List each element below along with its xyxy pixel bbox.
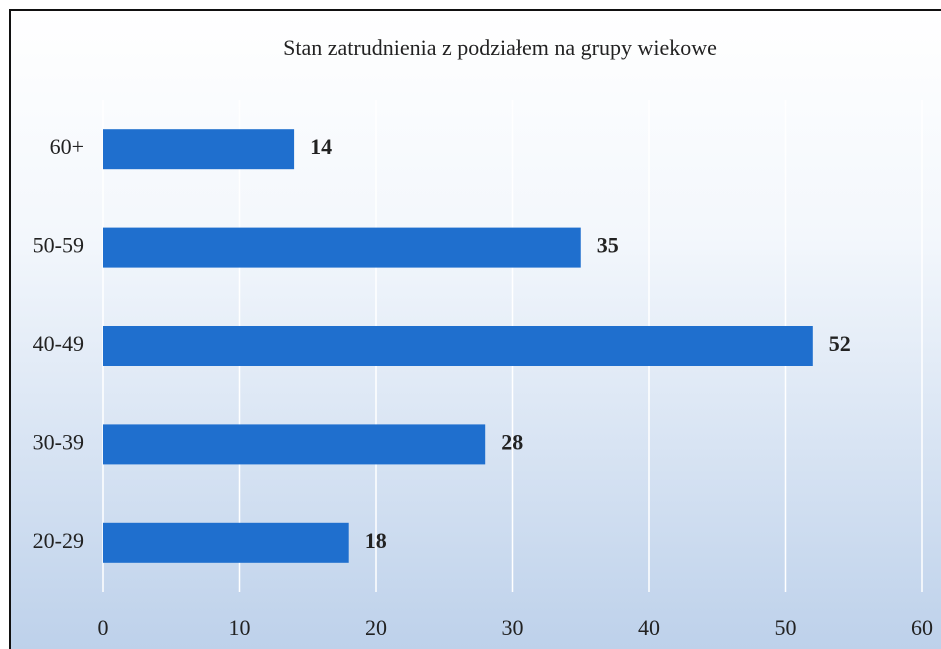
chart-title: Stan zatrudnienia z podziałem na grupy w… [283, 35, 717, 60]
bar [103, 326, 813, 366]
bar [103, 227, 581, 268]
x-tick-label: 40 [638, 615, 660, 640]
value-label: 28 [501, 429, 523, 454]
bar [103, 522, 349, 563]
x-tick-label: 30 [502, 615, 524, 640]
x-tick-label: 0 [98, 615, 109, 640]
x-tick-label: 50 [775, 615, 797, 640]
y-tick-label: 60+ [50, 134, 84, 159]
x-tick-label: 60 [911, 615, 933, 640]
bar [103, 129, 295, 170]
value-label: 35 [597, 233, 619, 258]
x-tick-label: 10 [229, 615, 251, 640]
value-label: 52 [829, 331, 851, 356]
y-tick-label: 40-49 [33, 331, 84, 356]
value-label: 18 [365, 528, 387, 553]
y-tick-label: 50-59 [33, 233, 84, 258]
bar [103, 424, 486, 465]
x-tick-label: 20 [365, 615, 387, 640]
value-label: 14 [310, 134, 332, 159]
y-tick-label: 20-29 [33, 528, 84, 553]
y-tick-label: 30-39 [33, 429, 84, 454]
